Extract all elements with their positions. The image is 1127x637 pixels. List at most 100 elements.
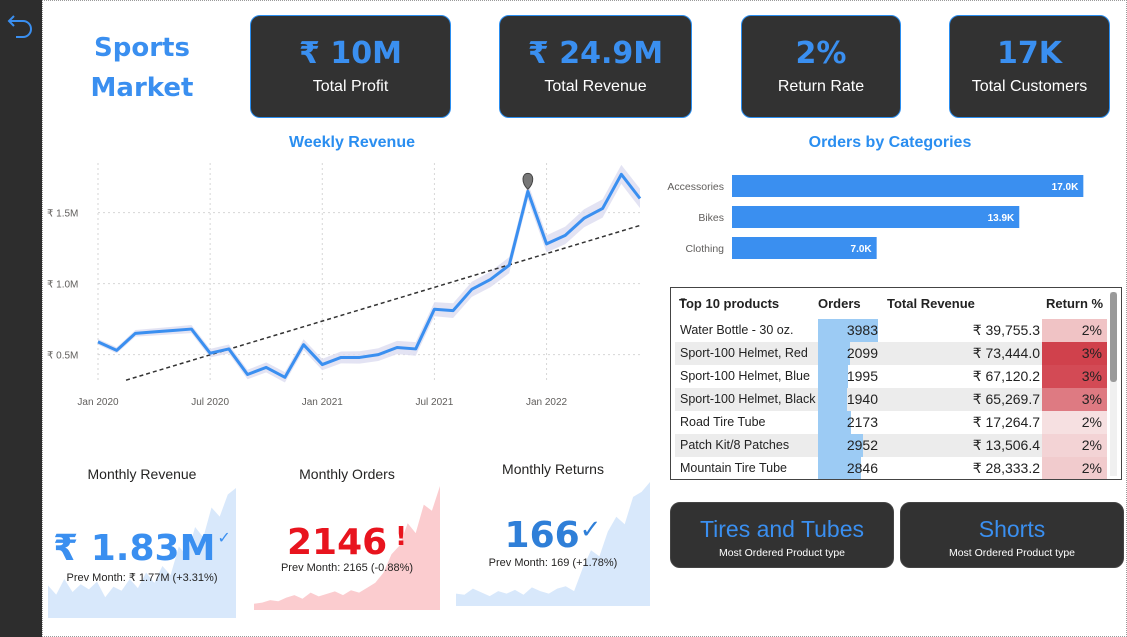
- category-label: Clothing: [685, 243, 724, 255]
- table-row[interactable]: Water Bottle - 30 oz. 3983 ₹ 39,755.3 2%: [675, 319, 1107, 342]
- orders-by-categories-chart[interactable]: Accessories 17.0K Bikes 13.9K Clothing 7.0K: [660, 165, 1110, 265]
- orders-cell: 2952: [818, 434, 880, 457]
- top-products-table[interactable]: Top 10 products ▼ Orders Total Revenue R…: [670, 287, 1122, 480]
- revenue-series-line: [97, 172, 642, 379]
- monthly-returns-area-chart: [456, 482, 650, 606]
- orders-cell: 2173: [818, 411, 880, 434]
- return-value: 3%: [1081, 391, 1102, 407]
- monthly-revenue-area-chart: [48, 488, 236, 618]
- return-value: 2%: [1081, 460, 1102, 476]
- orders-value: 3983: [846, 322, 878, 338]
- return-cell: 2%: [1042, 411, 1107, 434]
- title-line-1: Sports: [94, 33, 190, 63]
- revenue-value: ₹ 17,264.7: [972, 414, 1040, 430]
- trend-line: [125, 224, 641, 381]
- product-name: Mountain Tire Tube: [680, 461, 788, 475]
- x-tick-label: Jan 2020: [77, 397, 119, 408]
- revenue-value: ₹ 28,333.2: [972, 460, 1040, 476]
- orders-data-bar: [818, 388, 848, 411]
- orders-data-bar: [818, 342, 850, 365]
- orders-cell: 3983: [818, 319, 880, 342]
- monthly-orders-value: 2146!: [254, 522, 440, 563]
- x-tick-label: Jan 2021: [302, 397, 344, 408]
- area-fill: [48, 488, 236, 618]
- confidence-band: [98, 164, 640, 383]
- return-value: 3%: [1081, 345, 1102, 361]
- weekly-revenue-chart[interactable]: ₹ 0.5M ₹ 1.0M ₹ 1.5M Jan 2020 Jul 2020 Jan 20…: [44, 155, 654, 415]
- return-value: 3%: [1081, 368, 1102, 384]
- kpi-card-total-profit[interactable]: ₹ 10M Total Profit: [250, 15, 451, 118]
- orders-cell: 1940: [818, 388, 880, 411]
- product-type-card-shorts[interactable]: Shorts Most Ordered Product type: [900, 502, 1124, 568]
- bar-data-label: 17.0K: [1052, 182, 1079, 193]
- orders-cell: 2099: [818, 342, 880, 365]
- orders-value: 2173: [846, 414, 878, 430]
- monthly-returns-title: Monthly Returns: [502, 461, 604, 477]
- kpi-value: 17K: [997, 36, 1062, 71]
- revenue-value: ₹ 73,444.0: [972, 345, 1040, 361]
- monthly-revenue-number: ₹ 1.83M: [53, 528, 216, 569]
- header-return[interactable]: Return %: [1046, 296, 1104, 311]
- left-nav-bar: [0, 0, 42, 637]
- orders-value: 2846: [846, 460, 878, 476]
- table-row[interactable]: Patch Kit/8 Patches 2952 ₹ 13,506.4 2%: [675, 434, 1107, 457]
- return-value: 2%: [1081, 437, 1102, 453]
- kpi-value: ₹ 24.9M: [527, 36, 664, 71]
- map-pin-icon: [522, 172, 534, 191]
- product-name: Sport-100 Helmet, Blue: [680, 369, 810, 383]
- orders-data-bar: [818, 365, 849, 388]
- return-cell: 2%: [1042, 434, 1107, 457]
- area-fill: [254, 486, 440, 610]
- monthly-orders-area-chart: [254, 486, 440, 610]
- undo-arrow-icon[interactable]: [6, 10, 36, 40]
- product-type-card-tires[interactable]: Tires and Tubes Most Ordered Product typ…: [670, 502, 894, 568]
- table-row[interactable]: Sport-100 Helmet, Black 1940 ₹ 65,269.7 3%: [675, 388, 1107, 411]
- weekly-revenue-title: Weekly Revenue: [289, 134, 415, 151]
- return-cell: 2%: [1042, 457, 1107, 479]
- sort-desc-icon[interactable]: ▼: [679, 296, 687, 305]
- table-row[interactable]: Mountain Tire Tube 2846 ₹ 28,333.2 2%: [675, 457, 1107, 479]
- product-type-value: Shorts: [978, 516, 1046, 542]
- monthly-returns-value: 166✓: [456, 515, 650, 556]
- bar-data-label: 13.9K: [988, 213, 1015, 224]
- table-row[interactable]: Sport-100 Helmet, Red 2099 ₹ 73,444.0 3%: [675, 342, 1107, 365]
- check-icon: ✓: [579, 515, 602, 545]
- kpi-card-total-revenue[interactable]: ₹ 24.9M Total Revenue: [499, 15, 692, 118]
- revenue-value: ₹ 67,120.2: [972, 368, 1040, 384]
- monthly-revenue-value: ₹ 1.83M ✓: [48, 528, 236, 569]
- orders-cell: 1995: [818, 365, 880, 388]
- product-type-label: Most Ordered Product type: [948, 547, 1076, 559]
- kpi-card-total-customers[interactable]: 17K Total Customers: [949, 15, 1110, 118]
- orders-data-bar: [818, 434, 863, 457]
- header-orders[interactable]: Orders: [818, 296, 861, 311]
- y-tick-label: ₹ 1.5M: [47, 209, 78, 220]
- return-cell: 2%: [1042, 319, 1107, 342]
- revenue-value: ₹ 65,269.7: [972, 391, 1040, 407]
- orders-data-bar: [818, 457, 861, 479]
- monthly-returns-number: 166: [504, 515, 580, 556]
- return-cell: 3%: [1042, 342, 1107, 365]
- return-cell: 3%: [1042, 388, 1107, 411]
- monthly-orders-title: Monthly Orders: [299, 466, 395, 482]
- revenue-value: ₹ 39,755.3: [972, 322, 1040, 338]
- header-revenue[interactable]: Total Revenue: [887, 296, 975, 311]
- category-bar: [732, 175, 1084, 197]
- table-scrollbar-thumb[interactable]: [1110, 292, 1117, 382]
- category-bar: [732, 237, 877, 259]
- y-tick-label: ₹ 0.5M: [47, 351, 78, 362]
- table-row[interactable]: Road Tire Tube 2173 ₹ 17,264.7 2%: [675, 411, 1107, 434]
- kpi-label: Total Customers: [971, 78, 1088, 95]
- orders-data-bar: [818, 411, 851, 434]
- kpi-card-return-rate[interactable]: 2% Return Rate: [741, 15, 901, 118]
- check-icon: ✓: [217, 528, 231, 547]
- table-scrollbar-track[interactable]: [1110, 292, 1117, 476]
- table-row[interactable]: Sport-100 Helmet, Blue 1995 ₹ 67,120.2 3%: [675, 365, 1107, 388]
- header-product[interactable]: Top 10 products: [679, 296, 780, 311]
- category-label: Accessories: [667, 181, 724, 193]
- orders-value: 2099: [846, 345, 878, 361]
- monthly-revenue-prev: Prev Month: ₹ 1.77M (+3.31%): [66, 572, 218, 584]
- kpi-value: 2%: [795, 36, 847, 71]
- orders-value: 1995: [846, 368, 878, 384]
- product-name: Sport-100 Helmet, Black: [680, 392, 816, 406]
- product-name: Sport-100 Helmet, Red: [680, 346, 808, 360]
